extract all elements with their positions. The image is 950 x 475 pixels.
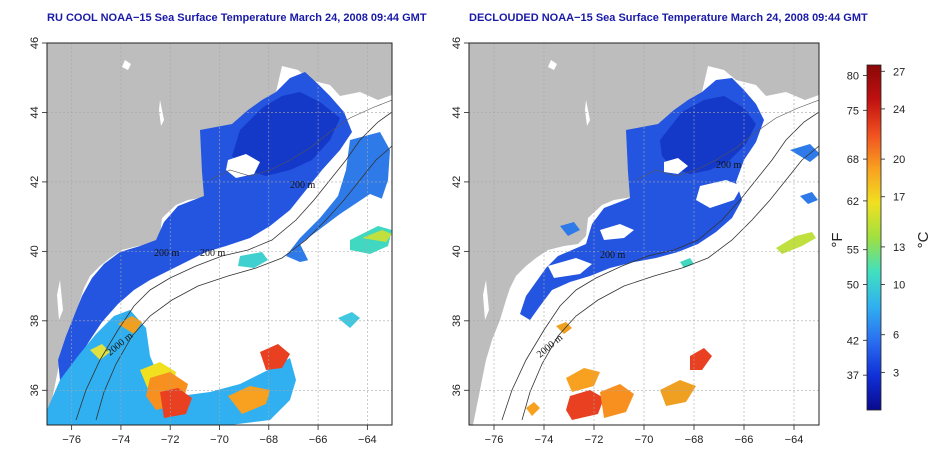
- right-cloud-patch: [600, 224, 634, 240]
- left-x-tick-label: −74: [112, 434, 131, 446]
- right-y-tick-label: 36: [451, 384, 463, 396]
- right-sst-blue-patch: [560, 222, 580, 236]
- left-y-tick-label: 38: [29, 315, 41, 327]
- left-x-tick-label: −72: [161, 434, 180, 446]
- right-y-tick-label: 44: [451, 106, 463, 118]
- right-isobath-2000m: [521, 145, 819, 421]
- left-x-tick-label: −70: [210, 434, 229, 446]
- right-bay: [483, 280, 489, 320]
- left-sst-hot-patch: [260, 344, 290, 370]
- right-sst-blue-patch: [800, 192, 818, 204]
- right-sst-warm-patch: [680, 258, 694, 268]
- right-map-panel: 200 m 2000 m 200 m −76 −74 −72 −70 −68 −66 −64…: [451, 37, 820, 446]
- right-x-tick-label: −70: [635, 434, 654, 446]
- colorbar-fahrenheit-label: °F: [829, 232, 846, 247]
- left-isobath-shelf: [209, 99, 392, 181]
- right-sst-warm-patch: [600, 384, 634, 418]
- right-cloud-patch: [696, 180, 742, 208]
- right-isobath-label: 200 m: [716, 160, 742, 171]
- colorbar-fahrenheit-tick-label: 75: [847, 105, 859, 117]
- right-sst-hot-patch: [566, 390, 604, 420]
- right-sst-warm-patch: [526, 402, 540, 416]
- right-isobath-label: 200 m: [600, 250, 626, 261]
- right-isobath-shelf: [635, 99, 819, 181]
- left-sst-warm-patch: [90, 344, 110, 360]
- colorbar-celsius-tick-label: 13: [893, 242, 905, 254]
- right-isobath-200m: [501, 111, 819, 421]
- right-y-tick-label: 40: [451, 245, 463, 257]
- left-land-mass: [47, 43, 392, 425]
- colorbar: 27 24 20 17 13 10 6 3 80 75 68 62 55 50 42 37 °F °C: [829, 64, 932, 411]
- right-panel-title: DECLOUDED NOAA−15 Sea Surface Temperatur…: [469, 12, 868, 24]
- right-sst-deep-blue: [660, 96, 756, 174]
- right-sst-warm-streak: [776, 232, 816, 254]
- colorbar-gradient: [866, 64, 882, 411]
- left-lake: [122, 60, 131, 70]
- left-panel-title: RU COOL NOAA−15 Sea Surface Temperature …: [47, 12, 427, 24]
- right-y-tick-label: 46: [451, 37, 463, 49]
- right-sst-blue-patch: [790, 144, 819, 162]
- left-isobath-200m: [75, 111, 392, 421]
- left-sst-warm-patch: [338, 312, 360, 328]
- left-isobath-label: 200 m: [154, 248, 180, 259]
- left-sst-warm-patch: [118, 316, 142, 334]
- left-x-tick-label: −68: [259, 434, 278, 446]
- left-x-tick-label: −66: [309, 434, 328, 446]
- right-x-tick-label: −76: [485, 434, 504, 446]
- right-lake: [585, 100, 590, 126]
- right-sst-warm-patch: [660, 380, 696, 406]
- colorbar-fahrenheit-tick-label: 55: [847, 245, 859, 257]
- left-sst-warm-patch: [228, 386, 270, 414]
- right-x-tick-label: −72: [585, 434, 604, 446]
- colorbar-fahrenheit-tick-label: 80: [847, 70, 859, 82]
- left-x-tick-label: −76: [62, 434, 81, 446]
- left-y-tick-label: 40: [29, 245, 41, 257]
- colorbar-celsius-label: °C: [915, 231, 932, 248]
- left-sst-east-blue: [286, 132, 390, 262]
- left-y-tick-label: 36: [29, 384, 41, 396]
- right-land-mass: [469, 43, 819, 425]
- right-y-tick-label: 38: [451, 315, 463, 327]
- left-cloud-patch: [226, 154, 260, 178]
- right-x-tick-label: −66: [735, 434, 754, 446]
- right-cloud-patch: [548, 258, 592, 278]
- colorbar-fahrenheit-tick-label: 62: [847, 196, 859, 208]
- right-x-tick-label: −68: [685, 434, 704, 446]
- left-isobath-label: 200 m: [290, 180, 316, 191]
- colorbar-celsius-tick-label: 10: [893, 280, 905, 292]
- left-cloud-patch: [258, 230, 284, 244]
- right-y-tick-label: 42: [451, 176, 463, 188]
- colorbar-fahrenheit-tick-label: 37: [847, 370, 859, 382]
- right-x-tick-label: −64: [785, 434, 804, 446]
- colorbar-celsius-tick-label: 17: [893, 192, 905, 204]
- left-lake: [159, 100, 164, 126]
- colorbar-fahrenheit-tick-label: 68: [847, 154, 859, 166]
- left-y-tick-label: 42: [29, 176, 41, 188]
- left-isobath-2000m: [95, 145, 392, 421]
- colorbar-fahrenheit-tick-label: 50: [847, 280, 859, 292]
- colorbar-celsius-tick-label: 24: [893, 104, 905, 116]
- right-sst-warm-patch: [566, 368, 600, 392]
- colorbar-fahrenheit-tick-label: 42: [847, 335, 859, 347]
- left-y-tick-label: 46: [29, 37, 41, 49]
- colorbar-celsius-tick-label: 6: [893, 330, 899, 342]
- colorbar-celsius-tick-label: 20: [893, 154, 905, 166]
- left-isobath-label: 200 m: [200, 248, 226, 259]
- left-map-panel: 200 m 2000 m 200 m 200 m −76 −74 −72 −70 −68…: [29, 37, 393, 446]
- colorbar-celsius-tick-label: 27: [893, 66, 905, 78]
- right-cloud-patch: [664, 158, 688, 174]
- right-lake: [548, 60, 557, 70]
- left-bay: [57, 280, 63, 320]
- left-y-tick-label: 44: [29, 106, 41, 118]
- left-sst-hot-patch: [160, 388, 192, 418]
- left-sst-warm-patch: [238, 252, 268, 268]
- colorbar-celsius-tick-label: 3: [893, 367, 899, 379]
- left-sst-warm-patch: [362, 230, 392, 242]
- right-sst-hot-patch: [690, 348, 712, 370]
- left-sst-deep-blue: [232, 92, 340, 176]
- left-x-tick-label: −64: [358, 434, 377, 446]
- right-x-tick-label: −74: [535, 434, 554, 446]
